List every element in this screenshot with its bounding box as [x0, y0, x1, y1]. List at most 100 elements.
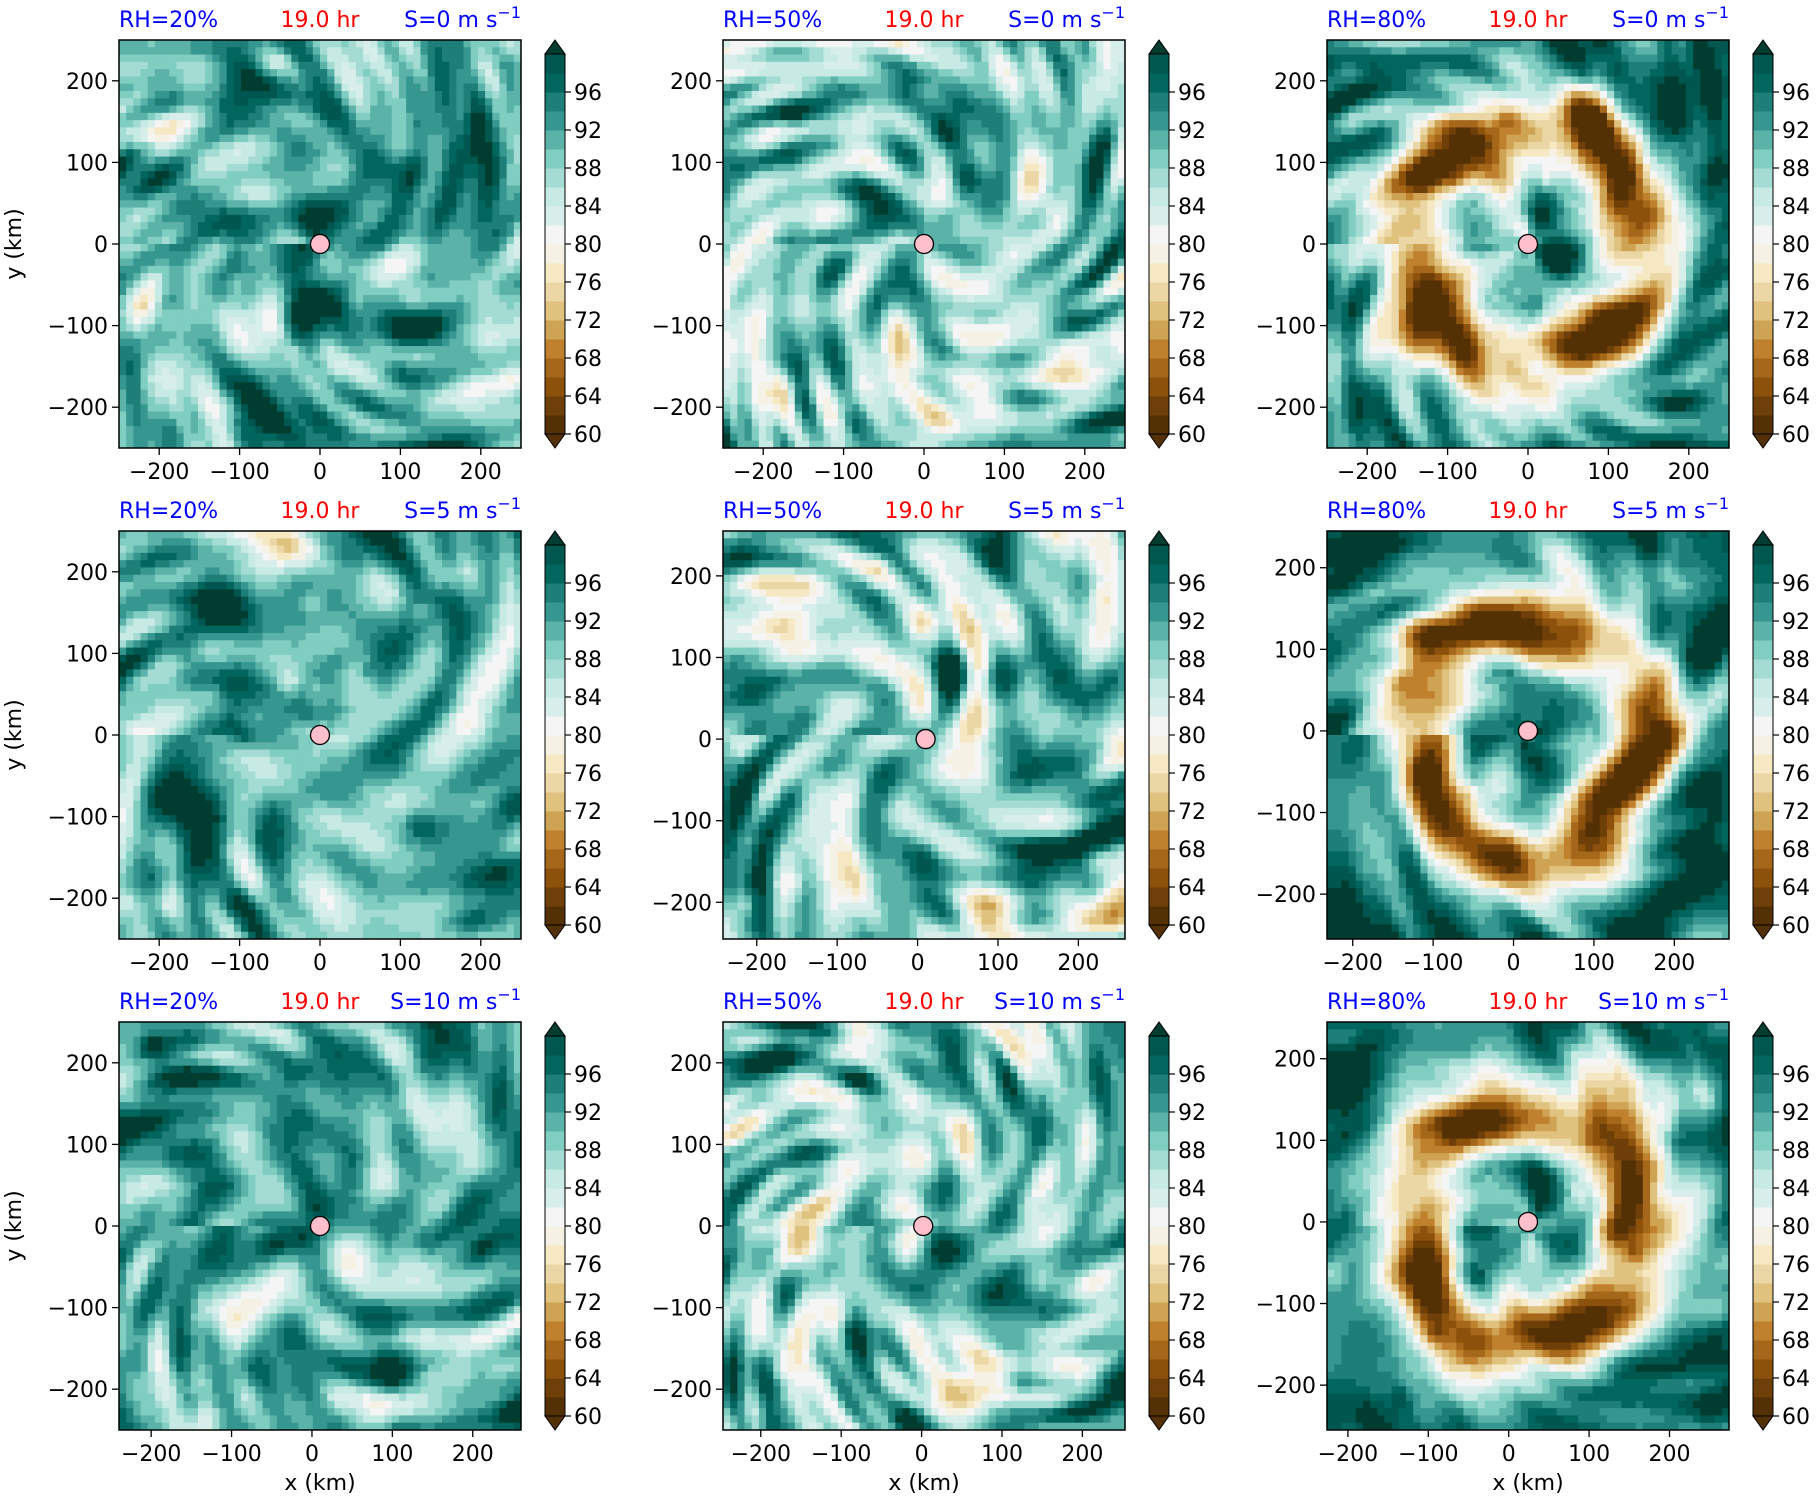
panel-title-rh: RH=20% — [119, 8, 218, 33]
panel-title-shear: S=5 m s−1 — [404, 494, 521, 524]
x-tick-label: −200 — [733, 460, 793, 485]
colorbar-tick-label: 64 — [574, 876, 602, 901]
colorbar-tick-label: 80 — [1178, 233, 1206, 258]
colorbar-tick-label: 96 — [1782, 81, 1810, 106]
panel-title-time: 19.0 hr — [281, 8, 361, 33]
colorbar-tick-label: 72 — [574, 309, 602, 334]
colorbar-segment — [1149, 583, 1169, 603]
colorbar-tick-label: 68 — [574, 838, 602, 863]
colorbar-extend-max — [1148, 1021, 1170, 1037]
storm-center-marker — [309, 1215, 331, 1237]
colorbar-segment — [545, 906, 565, 926]
y-tick-label: 0 — [1302, 233, 1316, 258]
colorbar: 96 92 88 84 80 76 72 68 64 60 — [1752, 39, 1810, 449]
x-tick-label: 100 — [1587, 460, 1629, 485]
colorbar: 96 92 88 84 80 76 72 68 64 60 — [1148, 530, 1206, 940]
colorbar-extend-max — [544, 530, 566, 546]
colorbar-segment — [1753, 1093, 1773, 1113]
colorbar-segment — [1149, 339, 1169, 359]
colorbar-segment — [545, 1188, 565, 1208]
x-tick-label: 0 — [313, 460, 327, 485]
colorbar-segment — [1149, 1131, 1169, 1151]
colorbar-tick-label: 88 — [1782, 1139, 1810, 1164]
colorbar-segment — [1149, 697, 1169, 717]
panel-1-1: −200 −100 0 100 200 200 100 0 −100 −200 RH=20% 19.0… — [2, 3, 602, 485]
colorbar-tick-label: 92 — [1178, 1101, 1206, 1126]
colorbar-tick-label: 72 — [574, 800, 602, 825]
y-tick-label: 200 — [1274, 557, 1316, 582]
colorbar-extend-max — [544, 39, 566, 55]
y-tick-label: 200 — [66, 70, 108, 95]
y-tick-label: 0 — [698, 233, 712, 258]
colorbar-segment — [1149, 1112, 1169, 1132]
panel-title-rh: RH=20% — [119, 990, 218, 1015]
colorbar-segment — [1149, 1321, 1169, 1341]
rh-field — [1327, 531, 1729, 939]
colorbar-tick-label: 96 — [574, 81, 602, 106]
colorbar-tick-label: 96 — [1782, 572, 1810, 597]
colorbar-segment — [545, 396, 565, 416]
colorbar-tick-label: 92 — [1178, 119, 1206, 144]
colorbar-segment — [1753, 168, 1773, 188]
axes-frame — [1326, 1021, 1730, 1431]
axes-frame — [722, 530, 1126, 940]
colorbar-segment — [545, 225, 565, 245]
colorbar-tick-label: 92 — [574, 1101, 602, 1126]
colorbar-segment — [1753, 1036, 1773, 1056]
rh-field — [119, 1022, 521, 1430]
y-tick-label: 200 — [1274, 70, 1316, 95]
colorbar-tick-label: 96 — [574, 1063, 602, 1088]
colorbar-segment — [545, 621, 565, 641]
colorbar-segment — [545, 716, 565, 736]
y-tick-label: 100 — [670, 151, 712, 176]
y-tick-label: −200 — [652, 1378, 712, 1403]
colorbar-tick-label: 76 — [1782, 762, 1810, 787]
x-tick-label: −200 — [129, 951, 189, 976]
colorbar-tick-label: 80 — [1782, 1215, 1810, 1240]
y-tick-label: 0 — [94, 1215, 108, 1240]
colorbar-segment — [1753, 583, 1773, 603]
x-tick-label: 0 — [313, 951, 327, 976]
y-tick-label: −100 — [1256, 1293, 1316, 1318]
y-tick-label: −200 — [48, 1378, 108, 1403]
colorbar-segment — [1753, 621, 1773, 641]
panel-title-shear: S=0 m s−1 — [1008, 3, 1125, 33]
x-axis-label: x (km) — [1492, 1471, 1563, 1496]
colorbar-tick-label: 68 — [574, 1329, 602, 1354]
colorbar-segment — [1149, 92, 1169, 112]
colorbar-segment — [1149, 830, 1169, 850]
colorbar-tick-label: 80 — [574, 233, 602, 258]
colorbar-tick-label: 72 — [1178, 800, 1206, 825]
colorbar-segment — [1149, 244, 1169, 264]
panel-title-rh: RH=50% — [723, 990, 822, 1015]
colorbar-segment — [1753, 73, 1773, 93]
colorbar-tick-label: 88 — [1178, 1139, 1206, 1164]
colorbar-tick-label: 60 — [574, 1405, 602, 1430]
colorbar-segment — [1753, 887, 1773, 907]
y-tick-label: −200 — [1256, 1374, 1316, 1399]
x-tick-label: 100 — [379, 460, 421, 485]
y-axis-label: y (km) — [2, 208, 27, 279]
colorbar-segment — [1753, 187, 1773, 207]
x-tick-label: −200 — [1323, 951, 1383, 976]
y-tick-label: 200 — [66, 1052, 108, 1077]
x-tick-label: 0 — [305, 1442, 319, 1467]
x-tick-label: −100 — [201, 1442, 261, 1467]
colorbar-extend-min — [544, 924, 566, 940]
colorbar: 96 92 88 84 80 76 72 68 64 60 — [1752, 530, 1810, 940]
colorbar-segment — [1753, 396, 1773, 416]
panel-title-shear: S=10 m s−1 — [390, 985, 521, 1015]
colorbar-segment — [1753, 1074, 1773, 1094]
colorbar-segment — [545, 564, 565, 584]
colorbar-segment — [545, 868, 565, 888]
x-tick-label: −100 — [811, 1442, 871, 1467]
colorbar-segment — [1149, 1169, 1169, 1189]
y-tick-label: −200 — [1256, 883, 1316, 908]
x-tick-label: −200 — [731, 1442, 791, 1467]
colorbar-segment — [545, 697, 565, 717]
y-tick-label: −100 — [652, 1297, 712, 1322]
colorbar-segment — [1149, 301, 1169, 321]
colorbar-segment — [1149, 1074, 1169, 1094]
colorbar-segment — [1149, 678, 1169, 698]
colorbar-tick-label: 60 — [574, 423, 602, 448]
